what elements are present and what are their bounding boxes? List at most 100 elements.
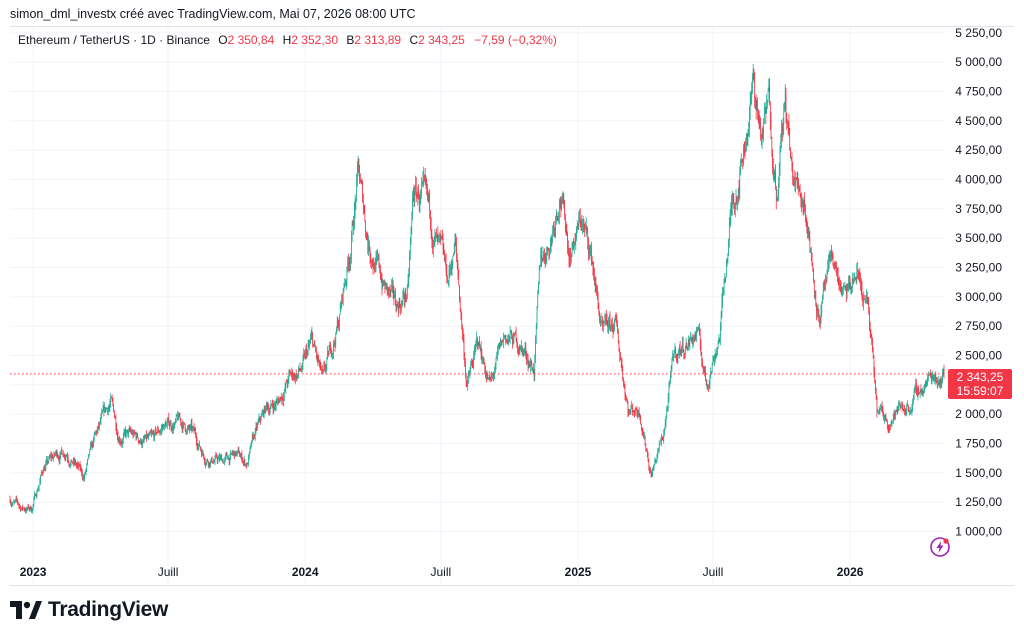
candle-body (859, 275, 861, 280)
high-label: H (282, 33, 292, 47)
candle-body (334, 342, 336, 346)
tradingview-brand[interactable]: TradingView (10, 598, 168, 622)
candle-body (500, 341, 502, 346)
candle-body (834, 267, 836, 269)
candle-body (887, 421, 888, 426)
candle-body (678, 352, 679, 355)
candle-body (755, 103, 757, 110)
candle-body (539, 265, 541, 269)
candle-body (557, 216, 559, 219)
candle-body (281, 397, 282, 401)
candle-body (806, 220, 808, 227)
candle-body (170, 423, 172, 428)
candle-body (846, 291, 848, 296)
candle-body (414, 191, 416, 201)
candle-body (939, 379, 940, 384)
y-tick-label: 3 500,00 (955, 231, 1002, 245)
candle-body (503, 336, 505, 339)
x-tick-label: 2025 (565, 565, 592, 579)
candle-body (247, 463, 249, 465)
candle-body (803, 200, 805, 207)
candle-body (666, 410, 668, 416)
candle-body (794, 185, 796, 187)
candle-body (494, 364, 496, 373)
candle-body (150, 432, 152, 434)
candle-body (852, 278, 854, 283)
candle-body (831, 250, 832, 256)
candle-body (626, 398, 627, 401)
candle-body (289, 371, 290, 374)
candle-body (830, 250, 831, 259)
candle-body (773, 167, 774, 178)
chart-area[interactable] (10, 26, 1014, 586)
candle-body (383, 283, 385, 285)
candle-body (574, 241, 576, 244)
candle-body (645, 443, 647, 449)
candle-body (581, 223, 583, 227)
candle-body (775, 170, 776, 187)
candle-body (397, 304, 398, 306)
candle-body (105, 408, 107, 411)
lightning-bolt-icon[interactable] (929, 536, 951, 558)
candle-body (368, 241, 370, 251)
candle-body (559, 203, 560, 217)
candle-body (362, 182, 363, 201)
candle-body (442, 238, 443, 240)
candle-body (120, 441, 121, 443)
candle-body (210, 457, 212, 463)
candle-body (781, 130, 782, 139)
candle-body (673, 352, 675, 358)
candle-body (563, 199, 565, 204)
candle-body (764, 110, 766, 113)
candle-body (632, 405, 633, 411)
candle-body (411, 212, 413, 228)
candle-body (842, 288, 843, 290)
candle-body (800, 197, 802, 201)
candle-body (354, 210, 355, 228)
candle-body (928, 374, 929, 378)
candle-body (142, 442, 143, 446)
candle-body (659, 443, 661, 444)
candle-body (491, 374, 493, 377)
candle-body (778, 183, 779, 198)
candle-body (560, 200, 562, 209)
candle-body (304, 353, 306, 358)
candle-body (867, 299, 869, 302)
candle-body (277, 400, 278, 401)
candle-body (202, 452, 203, 456)
candle-body (392, 282, 394, 291)
candle-body (427, 191, 429, 199)
candle-body (261, 414, 263, 418)
candle-body (562, 198, 564, 204)
candle-body (267, 407, 269, 409)
candle-body (64, 454, 65, 457)
candle-body (546, 247, 547, 258)
axes: 1 000,00 1 250,00 1 500,00 1 750,00 2 000,00… (10, 26, 1002, 579)
candle-body (521, 345, 523, 353)
candle-body (704, 366, 706, 371)
candle-body (39, 481, 41, 486)
candle-body (184, 422, 185, 425)
candle-body (885, 414, 887, 420)
candle-body (441, 236, 442, 239)
candle-body (555, 217, 556, 229)
candle-body (22, 506, 23, 509)
candle-body (217, 459, 219, 461)
candle-body (44, 467, 46, 471)
candle-body (863, 298, 864, 304)
y-tick-label: 2 000,00 (955, 407, 1002, 421)
candle-body (168, 417, 170, 424)
candle-body (872, 351, 874, 356)
candle-body (26, 508, 27, 512)
candle-body (787, 121, 789, 124)
candle-body (692, 341, 694, 343)
candle-body (781, 130, 783, 132)
y-tick-label: 2 750,00 (955, 319, 1002, 333)
candle-body (576, 228, 577, 239)
candle-body (628, 412, 629, 413)
candle-body (178, 414, 180, 417)
candle-body (253, 434, 255, 439)
candle-body (152, 433, 153, 434)
candle-body (587, 228, 588, 241)
